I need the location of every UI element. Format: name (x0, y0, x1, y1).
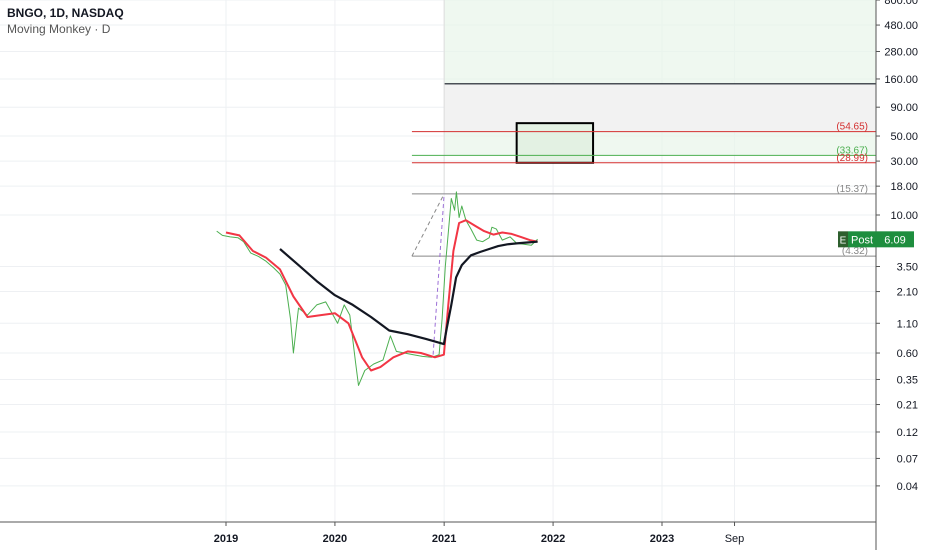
level-label-1: (33.67) (836, 145, 868, 156)
y-tick-label-12: 0.60 (897, 348, 918, 360)
post-price-badge: E Post 6.09 (838, 231, 914, 248)
post-value: 6.09 (884, 234, 905, 246)
level-label-3: (15.37) (836, 184, 868, 195)
y-tick-label-14: 0.21 (897, 400, 918, 412)
grid (0, 0, 876, 522)
y-tick-label-17: 0.04 (897, 481, 918, 493)
y-tick-label-16: 0.07 (897, 453, 918, 465)
price-line (216, 191, 538, 386)
y-tick-label-9: 3.50 (897, 261, 918, 273)
post-value-box (876, 231, 914, 248)
slow-ma-line (279, 240, 538, 346)
post-label: Post (851, 234, 873, 246)
x-tick-label-0: 2019 (214, 533, 238, 545)
y-tick-label-8: 10.00 (890, 210, 918, 222)
y-tick-label-7: 18.00 (890, 181, 918, 193)
x-tick-label-3: 2022 (541, 533, 565, 545)
post-marker-box (838, 231, 848, 248)
projection-base (432, 193, 445, 355)
price-axis[interactable] (875, 0, 932, 550)
y-tick-label-2: 280.00 (884, 47, 918, 59)
target-box (515, 122, 595, 164)
post-label-box (848, 231, 876, 248)
lower-green-zone (444, 131, 876, 156)
x-tick-label-1: 2020 (323, 533, 347, 545)
post-marker: E (840, 235, 847, 246)
x-tick-label-5: Sep (725, 533, 745, 545)
level-label-2: (28.99) (836, 153, 868, 164)
y-tick-label-10: 2.10 (897, 287, 918, 299)
y-tick-label-13: 0.35 (897, 374, 918, 386)
x-tick-label-4: 2023 (650, 533, 674, 545)
middle-zone (444, 83, 876, 132)
level-label-4: (4.32) (842, 246, 868, 257)
y-tick-label-0: 800.00 (884, 0, 918, 7)
projection-rise (411, 193, 445, 257)
time-tick-labels: 2019 2020 2021 2022 2023 Sep (214, 522, 745, 545)
y-tick-label-5: 50.00 (890, 131, 918, 143)
indicator-label: Moving Monkey · D (7, 22, 111, 36)
x-tick-label-2: 2021 (432, 533, 456, 545)
upper-target-zone (444, 0, 876, 84)
series-lines (216, 191, 538, 386)
y-tick-label-15: 0.12 (897, 427, 918, 439)
y-tick-label-11: 1.10 (897, 318, 918, 330)
level-lines: (54.65) (33.67)(28.99) (15.37) (4.32) (411, 122, 876, 355)
price-tick-labels: 800.00 480.00 280.00 160.00 90.00 50.00 30.00 1… (876, 0, 918, 493)
y-tick-label-6: 30.00 (890, 156, 918, 168)
level-label-0: (54.65) (836, 122, 868, 133)
fast-ma-line (225, 219, 538, 372)
y-tick-label-3: 160.00 (884, 74, 918, 86)
y-tick-label-1: 480.00 (884, 20, 918, 32)
y-tick-label-4: 90.00 (890, 102, 918, 114)
symbol-title: BNGO, 1D, NASDAQ (7, 6, 124, 20)
projection-zones (443, 0, 876, 194)
